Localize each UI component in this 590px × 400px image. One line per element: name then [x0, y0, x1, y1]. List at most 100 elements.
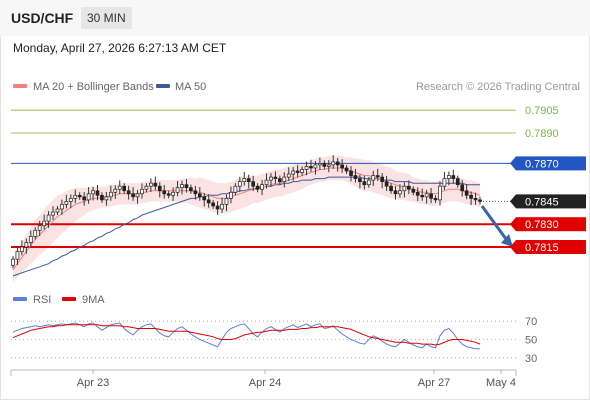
price-levels [11, 109, 516, 248]
forecast-arrow-shaft [480, 205, 508, 240]
candle-body [282, 176, 287, 182]
candle-body [344, 167, 349, 172]
candle-body [51, 211, 55, 216]
candle-body [242, 178, 247, 182]
candle-body [100, 194, 104, 201]
x-axis-ticks: Apr 23 Apr 24 Apr 27 May 4 [77, 370, 516, 389]
candle-body [398, 190, 402, 195]
candle-body [157, 185, 162, 192]
candle-body [180, 184, 184, 189]
candle-body [82, 196, 87, 201]
ma9-legend-label: 9MA [82, 294, 105, 306]
candle-body [206, 199, 211, 204]
candle-body [442, 178, 447, 187]
candle-body [233, 185, 238, 193]
level-0-7905-label: 0.7905 [525, 105, 559, 117]
level-0-7845-badge-tip [510, 194, 516, 209]
timestamp-label: Monday, April 27, 2026 6:27:13 AM CET [13, 41, 227, 55]
candle-body [175, 187, 180, 193]
candle-body [326, 164, 331, 167]
candle-body [11, 258, 15, 266]
candle-body [144, 185, 149, 190]
candle-body [464, 190, 469, 196]
candle-body [77, 194, 82, 198]
candle-body [193, 190, 198, 195]
candle-body [371, 175, 376, 181]
candle-body [353, 175, 358, 179]
candle-body [322, 163, 327, 167]
candle-body [86, 193, 91, 201]
candle-body [184, 184, 189, 189]
rsi-lines [12, 322, 481, 350]
ma20-legend-label: MA 20 + Bollinger Bands [33, 81, 154, 93]
candle-body [380, 176, 385, 182]
ma9-legend-swatch [62, 297, 76, 301]
candle-body [220, 204, 224, 210]
candle-body [438, 185, 442, 201]
candle-body [340, 164, 344, 169]
candle-body [318, 163, 322, 166]
ma20-line [12, 167, 481, 271]
candle-body [300, 169, 304, 173]
research-credit: Research © 2026 Trading Central [416, 81, 580, 93]
candle-body [135, 193, 140, 198]
candle-body [108, 191, 113, 198]
candle-body [73, 194, 78, 199]
candle-body [455, 178, 460, 186]
candle-body [162, 190, 167, 195]
candle-body [273, 176, 278, 179]
candle-body [335, 161, 340, 166]
forecast-arrow-head [501, 234, 513, 247]
level-0-7815-badge [516, 240, 586, 254]
candle-body [269, 176, 273, 181]
level-0-7890-label: 0.7890 [525, 128, 559, 140]
candle-body [424, 193, 429, 198]
candle-body [264, 179, 269, 186]
rsi-grid: 70 50 30 [11, 316, 537, 365]
candle-body [140, 188, 144, 195]
timeframe-selector[interactable]: 30 MIN [81, 7, 132, 29]
candle-body [420, 194, 425, 198]
candle-body [251, 181, 256, 187]
ma20-legend-swatch [13, 84, 27, 88]
candle-body [478, 199, 482, 202]
ma50-legend-swatch [156, 84, 170, 88]
symbol-title: USD/CHF [11, 10, 74, 26]
x-tick-label: May 4 [486, 377, 516, 389]
candle-body [304, 166, 309, 170]
candle-body [95, 190, 100, 196]
level-0-7830-label: 0.7830 [525, 219, 559, 231]
level-0-7870-badge-tip [510, 156, 516, 171]
candle-body [255, 185, 260, 190]
candle-body [460, 184, 465, 192]
rsi-tick-label-30: 30 [525, 353, 537, 365]
x-tick-label: Apr 27 [418, 377, 450, 389]
moving-averages [12, 167, 481, 277]
level-0-7815-label: 0.7815 [525, 242, 559, 254]
candle-body [122, 185, 127, 192]
rsi-line [12, 322, 480, 350]
candle-body [211, 202, 215, 207]
rsi-tick-label-70: 70 [525, 316, 537, 328]
candle-body [113, 188, 118, 193]
level-0-7870-label: 0.7870 [525, 158, 559, 170]
ma50-legend-label: MA 50 [175, 81, 206, 93]
candle-body [237, 181, 242, 187]
candle-body [291, 170, 296, 175]
candle-body [411, 188, 416, 193]
candle-body [149, 182, 153, 187]
candle-body [215, 205, 220, 210]
candle-body [131, 193, 135, 198]
candle-body [375, 175, 380, 178]
candle-body [433, 198, 438, 201]
candle-body [429, 193, 433, 199]
candle-body [91, 190, 95, 195]
candlesticks [11, 155, 482, 269]
candle-body [15, 251, 20, 260]
rsi-tick-label-50: 50 [525, 335, 537, 347]
level-0-7830-badge [516, 217, 586, 232]
level-0-7845-badge [516, 194, 586, 209]
candle-body [24, 242, 29, 248]
candle-body [117, 185, 122, 190]
candle-body [202, 196, 207, 201]
